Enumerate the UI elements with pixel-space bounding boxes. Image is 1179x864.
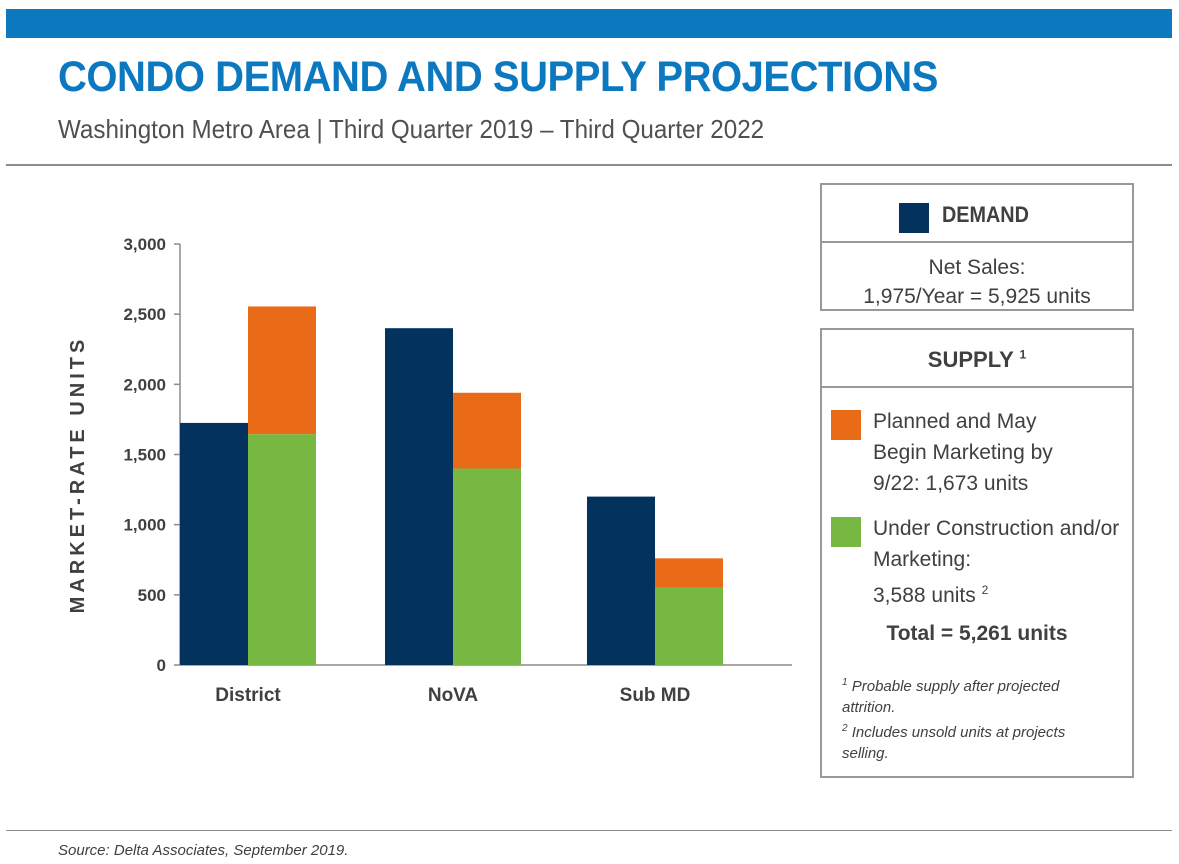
- supply-footnote-marker: 1: [1019, 347, 1027, 362]
- bar-under-construction-district: [248, 434, 316, 665]
- supply-legend-box: SUPPLY 1 Planned and May Begin Marketing…: [820, 328, 1134, 778]
- x-tick-label: NoVA: [428, 685, 479, 706]
- footnote-1: 1 Probable supply after projected attrit…: [842, 672, 1112, 718]
- y-tick-label: 2,500: [123, 305, 166, 324]
- under-line-1: Under Construction and/or: [873, 517, 1120, 540]
- planned-text: Planned and May Begin Marketing by 9/22:…: [873, 406, 1133, 499]
- y-axis-title: MARKET-RATE UNITS: [67, 336, 89, 614]
- bar-planned-sub-md: [655, 558, 723, 588]
- supply-legend-header: SUPPLY 1: [822, 330, 1132, 388]
- chart-bars: [180, 306, 723, 665]
- page-subtitle: Washington Metro Area | Third Quarter 20…: [58, 114, 765, 144]
- demand-legend-box: DEMAND Net Sales: 1,975/Year = 5,925 uni…: [820, 183, 1134, 311]
- y-tick-label: 0: [157, 656, 166, 675]
- footnote-2: 2 Includes unsold units at projects sell…: [842, 718, 1112, 764]
- demand-legend-label: DEMAND: [942, 202, 1029, 227]
- bar-chart: 0 500 1,000 1,500 2,000 2,500 3,000 MARKET-RATE…: [67, 235, 792, 706]
- footnote-1-text: Probable supply after projected attritio…: [842, 678, 1060, 716]
- footer-divider: [6, 830, 1172, 831]
- y-tick-label: 2,000: [123, 375, 166, 394]
- footnote-2-marker: 2: [842, 723, 848, 734]
- y-tick-label: 3,000: [123, 235, 166, 254]
- planned-line-3: 9/22: 1,673 units: [873, 472, 1029, 495]
- page-title: CONDO DEMAND AND SUPPLY PROJECTIONS: [58, 53, 938, 101]
- chart-labels: 0 500 1,000 1,500 2,000 2,500 3,000 MARKET-RATE…: [67, 235, 690, 706]
- y-tick-label: 500: [138, 586, 166, 605]
- planned-swatch: [831, 410, 861, 440]
- demand-legend-body: Net Sales: 1,975/Year = 5,925 units: [822, 243, 1132, 311]
- bar-planned-district: [248, 306, 316, 435]
- bar-under-construction-sub-md: [655, 587, 723, 665]
- footnote-2-text: Includes unsold units at projects sellin…: [842, 724, 1066, 762]
- footnote-1-marker: 1: [842, 677, 848, 688]
- supply-label-text: SUPPLY: [927, 347, 1014, 372]
- under-construction-text: Under Construction and/or Marketing: 3,5…: [873, 513, 1133, 611]
- demand-net-sales-label: Net Sales:: [928, 256, 1026, 279]
- supply-legend-label: SUPPLY 1: [822, 347, 1132, 373]
- bar-under-construction-nova: [453, 468, 521, 665]
- planned-line-1: Planned and May: [873, 410, 1037, 433]
- x-tick-label: District: [215, 685, 281, 706]
- under-line-3-wrap: 3,588 units 2: [873, 575, 1133, 611]
- header-divider: [6, 164, 1172, 166]
- bar-planned-nova: [453, 392, 521, 469]
- supply-total: Total = 5,261 units: [886, 622, 1068, 645]
- planned-line-2: Begin Marketing by: [873, 441, 1053, 464]
- y-tick-label: 1,000: [123, 516, 166, 535]
- footnotes: 1 Probable supply after projected attrit…: [842, 672, 1112, 764]
- bar-demand-sub-md: [587, 496, 655, 665]
- under-construction-swatch: [831, 517, 861, 547]
- under-footnote-marker: 2: [981, 583, 989, 597]
- bar-demand-district: [180, 422, 248, 665]
- demand-net-sales-value: 1,975/Year = 5,925 units: [863, 285, 1091, 308]
- demand-legend-header: DEMAND: [822, 185, 1132, 243]
- top-accent-bar: [6, 9, 1172, 38]
- x-tick-label: Sub MD: [620, 685, 691, 706]
- under-line-2: Marketing:: [873, 548, 972, 571]
- source-note: Source: Delta Associates, September 2019…: [58, 842, 349, 859]
- under-line-3: 3,588 units: [873, 584, 976, 607]
- y-tick-label: 1,500: [123, 446, 166, 465]
- bar-demand-nova: [385, 328, 453, 665]
- demand-swatch: [899, 203, 929, 233]
